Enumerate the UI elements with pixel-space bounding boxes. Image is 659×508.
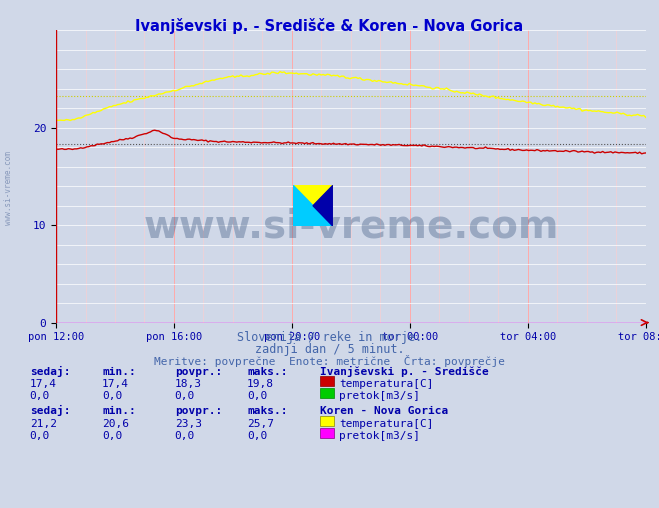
Text: sedaj:: sedaj: [30,366,70,377]
Text: min.:: min.: [102,406,136,416]
Text: 0,0: 0,0 [30,431,50,441]
Text: 0,0: 0,0 [30,391,50,401]
Text: 17,4: 17,4 [102,379,129,389]
Text: 23,3: 23,3 [175,419,202,429]
Text: temperatura[C]: temperatura[C] [339,419,434,429]
Text: min.:: min.: [102,367,136,377]
Text: 0,0: 0,0 [247,391,268,401]
Text: 0,0: 0,0 [175,431,195,441]
Text: 20,6: 20,6 [102,419,129,429]
Polygon shape [313,185,333,226]
Text: zadnji dan / 5 minut.: zadnji dan / 5 minut. [254,343,405,356]
Text: maks.:: maks.: [247,406,287,416]
Text: 18,3: 18,3 [175,379,202,389]
Text: temperatura[C]: temperatura[C] [339,379,434,389]
Text: 25,7: 25,7 [247,419,274,429]
Text: pretok[m3/s]: pretok[m3/s] [339,391,420,401]
Text: www.si-vreme.com: www.si-vreme.com [4,151,13,225]
Text: Slovenija / reke in morje.: Slovenija / reke in morje. [237,331,422,344]
Text: 0,0: 0,0 [102,431,123,441]
Text: 0,0: 0,0 [175,391,195,401]
Text: maks.:: maks.: [247,367,287,377]
Text: 21,2: 21,2 [30,419,57,429]
Text: www.si-vreme.com: www.si-vreme.com [143,207,559,245]
Text: Meritve: povprečne  Enote: metrične  Črta: povprečje: Meritve: povprečne Enote: metrične Črta:… [154,355,505,367]
Polygon shape [293,185,333,226]
Text: povpr.:: povpr.: [175,406,222,416]
Text: 19,8: 19,8 [247,379,274,389]
Polygon shape [293,185,333,226]
Text: Koren - Nova Gorica: Koren - Nova Gorica [320,406,448,416]
Text: Ivanjševski p. - Središče: Ivanjševski p. - Središče [320,366,488,377]
Text: povpr.:: povpr.: [175,367,222,377]
Text: sedaj:: sedaj: [30,405,70,416]
Text: 17,4: 17,4 [30,379,57,389]
Text: 0,0: 0,0 [247,431,268,441]
Text: Ivanjševski p. - Središče & Koren - Nova Gorica: Ivanjševski p. - Središče & Koren - Nova… [136,18,523,34]
Text: 0,0: 0,0 [102,391,123,401]
Text: pretok[m3/s]: pretok[m3/s] [339,431,420,441]
